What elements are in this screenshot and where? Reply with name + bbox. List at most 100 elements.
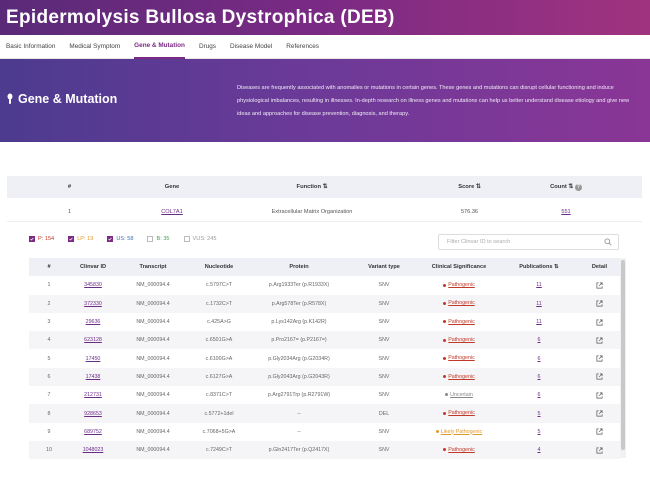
gene-col-function[interactable]: Function ⇅: [296, 184, 328, 190]
filter-label: LP: 19: [77, 236, 94, 242]
significance-dot-icon: [443, 283, 447, 287]
gene-col-score[interactable]: Score ⇅: [458, 184, 481, 190]
significance-dot-icon: [443, 375, 447, 379]
significance-badge: Pathogenic: [443, 447, 475, 453]
external-link-icon[interactable]: [596, 300, 603, 307]
gene-col-count-label: Count ⇅: [550, 183, 574, 190]
significance-label: Uncertain: [450, 391, 473, 398]
variant-transcript: NM_000094.4: [136, 355, 170, 362]
tab-gene-mutation[interactable]: Gene & Mutation: [134, 35, 185, 59]
publications-link[interactable]: 11: [536, 282, 542, 289]
clinvar-id-link[interactable]: 372330: [84, 300, 102, 307]
variant-num: 3: [47, 319, 51, 326]
clinvar-id-link[interactable]: 345830: [84, 282, 102, 289]
checkbox-checked-icon[interactable]: [29, 236, 35, 242]
significance-label: Pathogenic: [448, 337, 475, 344]
publications-link[interactable]: 11: [536, 319, 542, 326]
variant-protein: --: [297, 410, 301, 417]
checkbox-checked-icon[interactable]: [107, 236, 114, 242]
filter-checkbox[interactable]: B: 35: [147, 236, 170, 242]
publications-link[interactable]: 11: [536, 300, 542, 307]
external-link-icon[interactable]: [596, 392, 603, 399]
clinvar-id-link[interactable]: 1048023: [82, 447, 104, 454]
variant-nucleotide: c.6501G>A: [205, 337, 233, 344]
col-nucleotide: Nucleotide: [204, 264, 234, 271]
significance-filters: P: 154 LP: 19 US: 58 B: 35 VUS: 245: [29, 236, 217, 242]
variant-protein: p.Lys142Arg (p.K142R): [271, 319, 327, 326]
clinvar-id-link[interactable]: 212731: [84, 392, 102, 399]
clinvar-id-link[interactable]: 928653: [84, 410, 102, 417]
search-icon[interactable]: [604, 238, 612, 246]
external-link-icon[interactable]: [596, 428, 603, 435]
gene-col-count[interactable]: Count ⇅ ?: [527, 183, 605, 191]
checkbox-checked-icon[interactable]: [68, 236, 75, 242]
publications-link[interactable]: 4: [537, 447, 541, 454]
tab-references[interactable]: References: [286, 43, 319, 50]
col-transcript: Transcript: [139, 264, 167, 271]
variant-protein: p.Pro2167= (p.P2167=): [271, 337, 327, 344]
gene-count-link[interactable]: 551: [561, 208, 571, 215]
external-link-icon[interactable]: [596, 355, 603, 362]
external-link-icon[interactable]: [596, 373, 603, 380]
col-publications[interactable]: Publications ⇅: [519, 264, 559, 271]
filter-checkbox[interactable]: US: 58: [107, 236, 133, 242]
variant-num: 7: [47, 392, 51, 399]
clinvar-id-link[interactable]: 17438: [85, 373, 101, 380]
filter-checkbox[interactable]: VUS: 245: [183, 236, 217, 242]
variant-nucleotide: c.6127G>A: [205, 373, 233, 380]
table-scrollbar[interactable]: [620, 258, 626, 458]
section-title-text: Gene & Mutation: [18, 92, 118, 106]
checkbox-unchecked-icon[interactable]: [147, 236, 154, 242]
clinvar-id-link[interactable]: 689752: [84, 428, 102, 435]
filter-checkbox[interactable]: LP: 19: [68, 236, 93, 242]
publications-link[interactable]: 5: [537, 410, 541, 417]
external-link-icon[interactable]: [596, 410, 603, 417]
external-link-icon[interactable]: [596, 447, 603, 454]
significance-dot-icon: [443, 320, 447, 324]
tab-disease-model[interactable]: Disease Model: [230, 43, 273, 50]
variant-type: SNV: [378, 373, 390, 380]
significance-dot-icon: [443, 356, 447, 360]
publications-link[interactable]: 6: [537, 355, 541, 362]
scrollbar-thumb[interactable]: [621, 260, 625, 450]
significance-dot-icon: [443, 448, 447, 452]
publications-link[interactable]: 6: [537, 392, 541, 399]
variant-type: SNV: [378, 428, 390, 435]
significance-badge: Pathogenic: [443, 355, 475, 361]
significance-dot-icon: [435, 430, 439, 434]
variant-protein: p.Arg1933Ter (p.R1933X): [268, 282, 330, 289]
dna-icon: [7, 93, 13, 104]
clinvar-id-link[interactable]: 623128: [84, 337, 102, 344]
significance-badge: Pathogenic: [443, 410, 475, 416]
variant-protein: --: [297, 428, 301, 435]
gene-link[interactable]: COL7A1: [161, 208, 183, 215]
tab-drugs[interactable]: Drugs: [198, 43, 217, 50]
help-icon[interactable]: ?: [574, 183, 582, 191]
gene-col-num: #: [67, 184, 72, 190]
clinvar-id-link[interactable]: 17450: [85, 355, 101, 362]
variant-transcript: NM_000094.4: [136, 300, 170, 307]
external-link-icon[interactable]: [596, 337, 603, 344]
significance-badge: Pathogenic: [443, 282, 475, 288]
variant-row: 5 17450 NM_000094.4 c.6100G>A p.Gly2034Arg (…: [29, 349, 620, 367]
publications-link[interactable]: 5: [537, 428, 541, 435]
publications-link[interactable]: 6: [537, 373, 541, 380]
external-link-icon[interactable]: [596, 282, 603, 289]
publications-link[interactable]: 6: [537, 337, 541, 344]
filter-label: US: 58: [116, 236, 134, 242]
variant-transcript: NM_000094.4: [136, 282, 170, 289]
gene-score: 576.36: [460, 208, 479, 215]
col-detail: Detail: [591, 264, 608, 271]
checkbox-unchecked-icon[interactable]: [183, 236, 190, 242]
variant-nucleotide: c.7068+5G>A: [202, 428, 236, 435]
external-link-icon[interactable]: [596, 319, 603, 326]
variant-type: SNV: [378, 300, 390, 307]
filter-checkbox[interactable]: P: 154: [29, 236, 54, 242]
clinvar-id-link[interactable]: 29636: [85, 319, 101, 326]
tab-medical-symptom[interactable]: Medical Symptom: [69, 43, 121, 50]
tab-basic-information[interactable]: Basic Information: [6, 43, 56, 50]
variant-transcript: NM_000094.4: [136, 319, 170, 326]
clinvar-search-input[interactable]: Filter Clinvar ID to search: [438, 234, 619, 250]
significance-badge: Pathogenic: [443, 374, 475, 380]
variant-type: DEL: [378, 410, 390, 417]
